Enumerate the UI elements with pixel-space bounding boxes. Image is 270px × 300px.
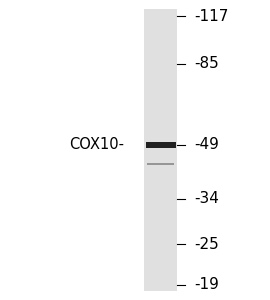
Text: -49: -49 [194, 137, 219, 152]
Text: -34: -34 [194, 191, 219, 206]
Text: -85: -85 [194, 56, 219, 71]
Bar [146, 142, 176, 148]
Text: -19: -19 [194, 277, 219, 292]
Text: -117: -117 [194, 9, 229, 24]
Bar [144, 9, 177, 291]
Text: COX10-: COX10- [69, 137, 124, 152]
Bar [147, 163, 174, 165]
Text: -25: -25 [194, 237, 219, 252]
